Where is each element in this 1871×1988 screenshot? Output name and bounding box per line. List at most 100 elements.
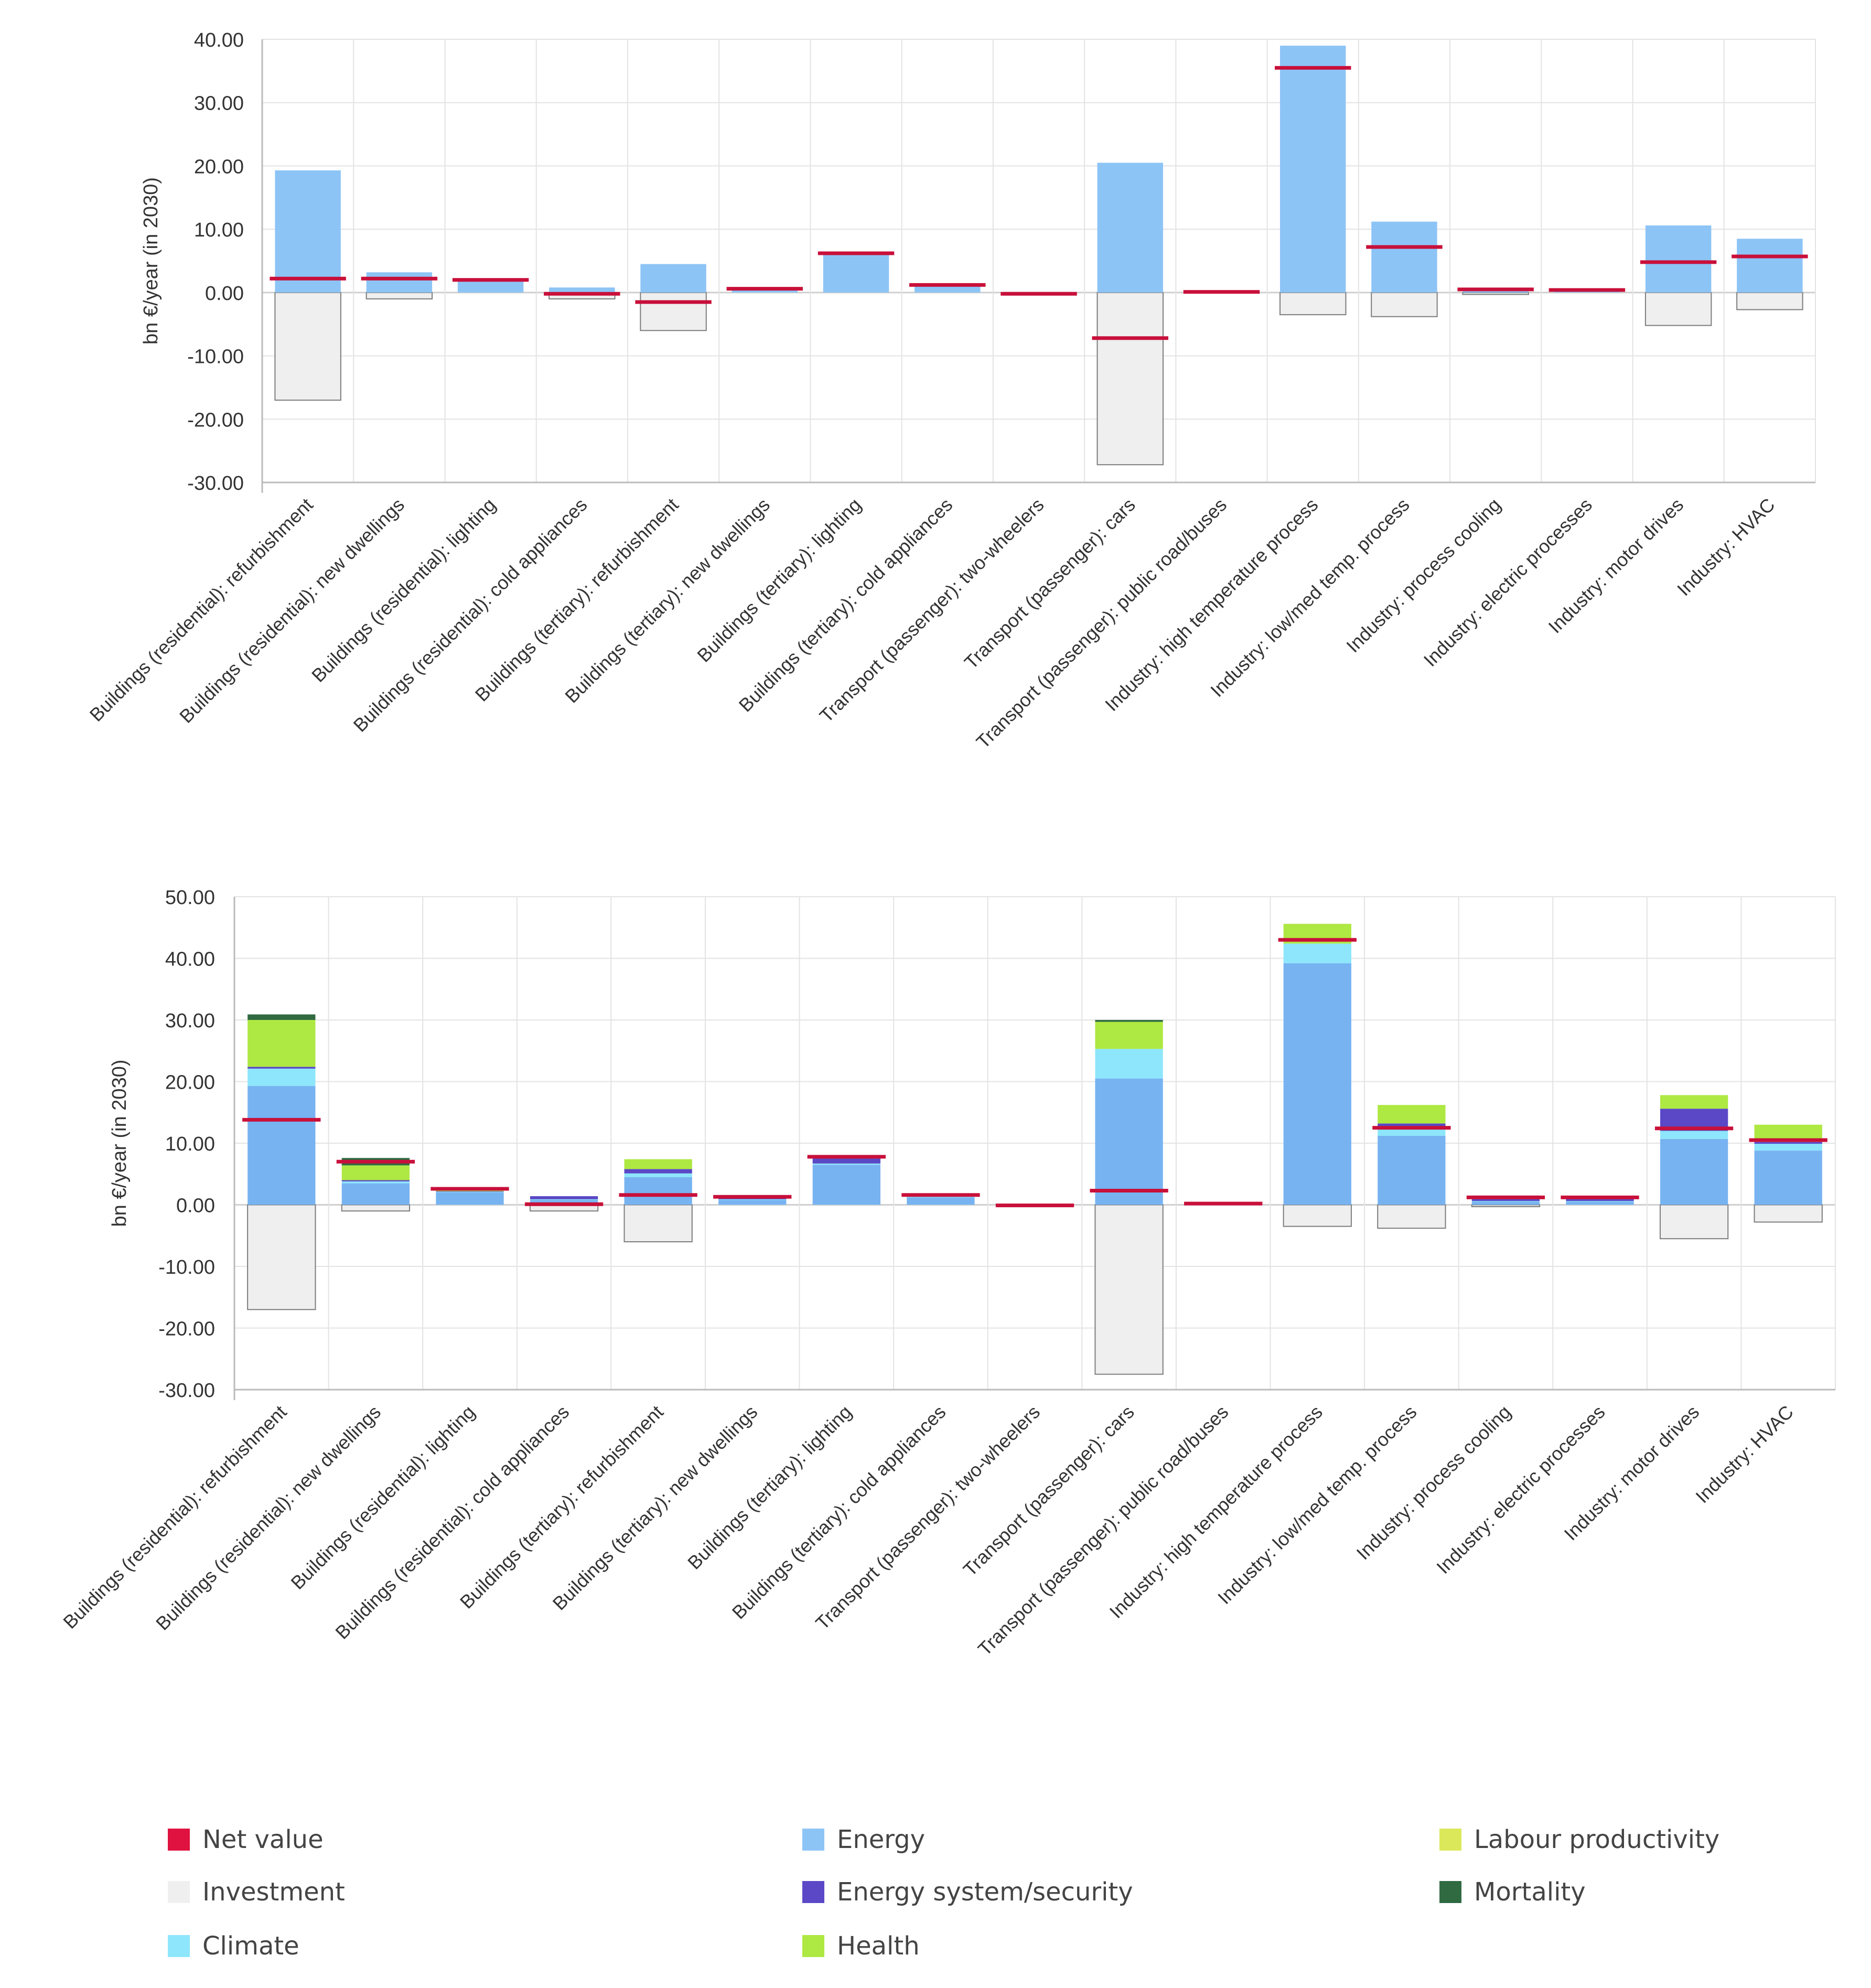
bar-investment xyxy=(1279,292,1347,316)
bar-energy xyxy=(1566,1201,1634,1205)
bar-energy xyxy=(624,1177,692,1205)
bar-health xyxy=(624,1159,692,1169)
y-tick-label: -20.00 xyxy=(158,1318,215,1340)
x-tick-label: Transport (passenger): cars xyxy=(959,1401,1138,1581)
bar-health xyxy=(436,1190,504,1191)
chart-2: 50.00 40.00 30.00 20.00 10.00 0.00 -10.00 -20.0… xyxy=(59,887,1836,1660)
bar-climate xyxy=(1283,943,1351,963)
bar-investment xyxy=(365,292,433,299)
bar-energy-system-security xyxy=(530,1196,598,1199)
legend-label-investment: Investment xyxy=(202,1877,345,1907)
bar-energy xyxy=(1279,46,1346,293)
bar-investment xyxy=(1644,292,1712,326)
bar-energy-system-security xyxy=(1754,1142,1822,1144)
y-axis-title: bn €/year (in 2030) xyxy=(140,177,162,345)
y-tick-label: 30.00 xyxy=(165,1010,215,1032)
bar-energy xyxy=(341,1183,410,1205)
y-tick-label: 10.00 xyxy=(165,1133,215,1155)
bar-mortality xyxy=(248,1014,316,1020)
legend: Net value Energy Labour productivity Inv… xyxy=(168,1825,1793,1982)
legend-swatch-energy-system-security xyxy=(802,1881,824,1903)
bar-energy-system-security xyxy=(718,1198,787,1199)
bar-energy-system-security xyxy=(341,1180,410,1181)
x-tick-label: Buildings (tertiary): cold appliances xyxy=(728,1401,950,1624)
bar-climate xyxy=(812,1163,880,1165)
legend-swatch-mortality xyxy=(1439,1881,1461,1903)
y-tick-label: -30.00 xyxy=(187,472,244,495)
bar-health xyxy=(248,1020,316,1067)
x-tick-label: Transport (passenger): cars xyxy=(960,494,1139,673)
legend-item-investment[interactable]: Investment xyxy=(168,1877,345,1907)
legend-item-labour-productivity[interactable]: Labour productivity xyxy=(1439,1825,1719,1854)
bar-energy-system-security xyxy=(436,1191,504,1192)
legend-item-mortality[interactable]: Mortality xyxy=(1439,1877,1586,1907)
bar-health xyxy=(341,1165,410,1180)
bar-mortality xyxy=(1095,1020,1163,1022)
legend-swatch-climate xyxy=(168,1935,190,1957)
bar-investment xyxy=(623,1204,693,1242)
x-tick-label: Buildings (tertiary): new dwellings xyxy=(561,494,774,707)
legend-item-energy[interactable]: Energy xyxy=(802,1825,925,1854)
x-tick-label: Industry: low/med temp. process xyxy=(1213,1401,1421,1608)
bar-energy xyxy=(907,1197,975,1205)
legend-swatch-energy xyxy=(802,1829,824,1851)
legend-label-energy-system-security: Energy system/security xyxy=(837,1877,1133,1907)
bar-energy xyxy=(732,288,798,293)
bar-energy xyxy=(1095,1078,1163,1205)
x-tick-label: Buildings (residential): lighting xyxy=(286,1401,479,1594)
bar-energy xyxy=(530,1200,598,1205)
legend-label-health: Health xyxy=(837,1931,920,1961)
x-tick-label: Industry: process cooling xyxy=(1352,1401,1515,1564)
bar-climate xyxy=(530,1199,598,1200)
x-tick-label: Industry: HVAC xyxy=(1673,494,1779,600)
legend-item-climate[interactable]: Climate xyxy=(168,1931,299,1961)
bar-energy-system-security xyxy=(624,1169,692,1174)
bar-climate xyxy=(1095,1049,1163,1079)
x-tick-label: Buildings (tertiary): refurbishment xyxy=(471,494,683,706)
y-axis-title: bn €/year (in 2030) xyxy=(109,1060,131,1227)
x-tick-label: Buildings (tertiary): lighting xyxy=(683,1401,856,1574)
bar-climate xyxy=(1754,1144,1822,1151)
legend-item-net-value[interactable]: Net value xyxy=(168,1825,324,1854)
bar-energy xyxy=(457,280,524,293)
bar-climate xyxy=(1660,1131,1728,1139)
y-tick-label: 10.00 xyxy=(194,219,244,241)
bar-investment xyxy=(1096,292,1164,466)
legend-label-labour-productivity: Labour productivity xyxy=(1474,1825,1720,1854)
y-tick-label: 0.00 xyxy=(176,1195,215,1217)
y-tick-label: 40.00 xyxy=(194,29,244,51)
y-tick-label: -30.00 xyxy=(158,1380,215,1402)
x-tick-label: Industry: electric processes xyxy=(1432,1401,1609,1578)
bar-energy xyxy=(640,264,706,293)
bar-energy xyxy=(248,1086,316,1205)
legend-label-mortality: Mortality xyxy=(1474,1877,1586,1907)
bar-investment xyxy=(341,1204,411,1212)
bar-investment xyxy=(247,1204,316,1310)
bar-energy xyxy=(549,287,615,293)
bar-investment xyxy=(1371,292,1438,317)
legend-swatch-investment xyxy=(168,1881,190,1903)
bar-investment xyxy=(1283,1204,1352,1227)
x-tick-label: Industry: low/med temp. process xyxy=(1206,494,1413,701)
x-tick-label: Buildings (tertiary): new dwellings xyxy=(549,1401,762,1615)
y-tick-label: 40.00 xyxy=(165,949,215,971)
chart-1: 40.00 30.00 20.00 10.00 0.00 -10.00 -20.00 -30.… xyxy=(85,29,1816,753)
x-tick-label: Industry: high temperature process xyxy=(1105,1401,1327,1622)
legend-item-health[interactable]: Health xyxy=(802,1931,920,1961)
bar-energy xyxy=(1371,221,1437,293)
bar-energy xyxy=(1097,163,1163,293)
bar-energy xyxy=(1645,225,1712,293)
bar-investment xyxy=(1094,1204,1164,1375)
x-tick-label: Buildings (tertiary): lighting xyxy=(693,494,865,667)
bar-climate xyxy=(718,1199,787,1200)
bar-energy xyxy=(1737,239,1803,293)
bar-climate xyxy=(248,1068,316,1086)
y-tick-label: -20.00 xyxy=(187,409,244,431)
x-tick-label: Industry: electric processes xyxy=(1420,494,1596,671)
bar-energy xyxy=(1471,1201,1540,1205)
bar-investment xyxy=(640,292,707,331)
legend-item-energy-system-security[interactable]: Energy system/security xyxy=(802,1877,1133,1907)
x-tick-label: Industry: HVAC xyxy=(1691,1401,1798,1508)
x-tick-label: Buildings (tertiary): refurbishment xyxy=(456,1401,668,1613)
bar-investment xyxy=(1471,1204,1541,1208)
